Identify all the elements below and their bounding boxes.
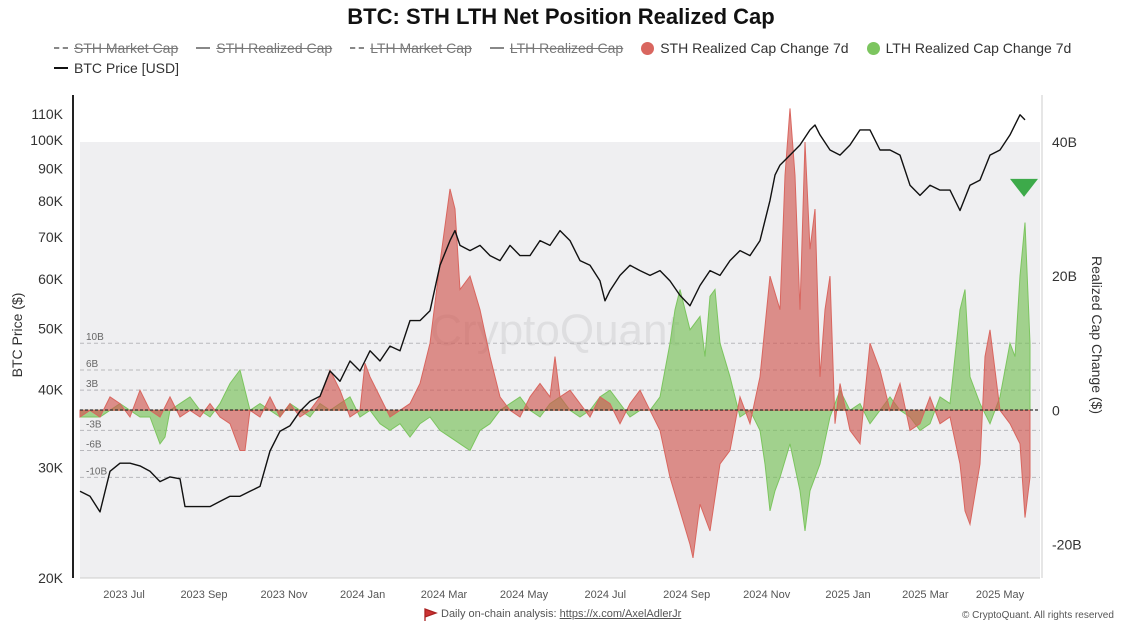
triangle-down-marker-icon bbox=[1010, 178, 1038, 197]
x-tick-label: 2023 Sep bbox=[180, 589, 227, 601]
dash-dot-line-icon bbox=[54, 47, 68, 49]
legend-row-1: STH Market Cap STH Realized Cap LTH Mark… bbox=[54, 40, 1071, 56]
x-tick-label: 2024 Sep bbox=[663, 589, 710, 601]
x-tick-label: 2023 Jul bbox=[103, 589, 145, 601]
reference-line-label: 3B bbox=[86, 379, 99, 390]
left-tick-label: 110K bbox=[31, 106, 63, 122]
reference-line-label: 6B bbox=[86, 359, 99, 370]
chart-title: BTC: STH LTH Net Position Realized Cap bbox=[347, 4, 775, 29]
line-icon bbox=[489, 47, 504, 49]
left-tick-label: 80K bbox=[38, 193, 64, 209]
plot-background bbox=[80, 142, 1040, 578]
left-tick-label: 30K bbox=[38, 460, 64, 476]
legend-lth-market-cap[interactable]: LTH Market Cap bbox=[350, 40, 472, 56]
left-tick-label: 70K bbox=[38, 229, 64, 245]
legend-lth-realized-cap[interactable]: LTH Realized Cap bbox=[489, 40, 623, 56]
right-tick-label: 0 bbox=[1052, 402, 1060, 418]
footer-note: Daily on-chain analysis: https://x.com/A… bbox=[441, 608, 681, 620]
flag-icon bbox=[424, 608, 438, 621]
line-icon bbox=[196, 47, 211, 49]
line-icon bbox=[54, 67, 68, 69]
footer-link[interactable]: https://x.com/AxelAdlerJr bbox=[559, 608, 682, 620]
left-tick-label: 100K bbox=[30, 132, 63, 148]
x-tick-label: 2025 Jan bbox=[825, 589, 870, 601]
green-dot-icon bbox=[866, 41, 880, 55]
right-tick-label: 20B bbox=[1052, 268, 1077, 284]
x-tick-label: 2024 Jul bbox=[585, 589, 627, 601]
reference-line-label: -6B bbox=[86, 440, 102, 451]
copyright: © CryptoQuant. All rights reserved bbox=[962, 610, 1114, 621]
legend-lth-change[interactable]: LTH Realized Cap Change 7d bbox=[866, 40, 1071, 56]
reference-line-label: 10B bbox=[86, 332, 104, 343]
legend-row-2: BTC Price [USD] bbox=[54, 60, 179, 76]
left-tick-label: 40K bbox=[38, 381, 64, 397]
sth-change-area bbox=[79, 108, 1031, 559]
reference-line-label: -10B bbox=[86, 466, 107, 477]
legend-btc-price[interactable]: BTC Price [USD] bbox=[54, 60, 179, 76]
red-dot-icon bbox=[641, 41, 655, 55]
left-axis-title: BTC Price ($) bbox=[9, 293, 25, 378]
x-tick-label: 2024 Mar bbox=[421, 589, 468, 601]
reference-line-label: -3B bbox=[86, 419, 102, 430]
x-tick-label: 2024 Nov bbox=[743, 589, 791, 601]
x-tick-label: 2025 May bbox=[976, 589, 1025, 601]
x-tick-label: 2023 Nov bbox=[260, 589, 308, 601]
right-tick-label: -20B bbox=[1052, 536, 1082, 552]
btc-price-line bbox=[79, 114, 1026, 513]
legend-sth-realized-cap[interactable]: STH Realized Cap bbox=[196, 40, 332, 56]
dashed-line-icon bbox=[350, 47, 365, 49]
legend-sth-market-cap[interactable]: STH Market Cap bbox=[54, 40, 178, 56]
footer-text: Daily on-chain analysis: bbox=[441, 608, 557, 620]
left-tick-label: 20K bbox=[38, 570, 64, 586]
x-tick-label: 2024 May bbox=[500, 589, 549, 601]
left-tick-label: 90K bbox=[38, 161, 64, 177]
right-tick-label: 40B bbox=[1052, 134, 1077, 150]
left-tick-label: 60K bbox=[38, 271, 64, 287]
right-axis-title: Realized Cap Change ($) bbox=[1089, 256, 1105, 414]
x-tick-label: 2024 Jan bbox=[340, 589, 385, 601]
legend-sth-change[interactable]: STH Realized Cap Change 7d bbox=[641, 40, 849, 56]
x-tick-label: 2025 Mar bbox=[902, 589, 949, 601]
left-tick-label: 50K bbox=[38, 321, 64, 337]
